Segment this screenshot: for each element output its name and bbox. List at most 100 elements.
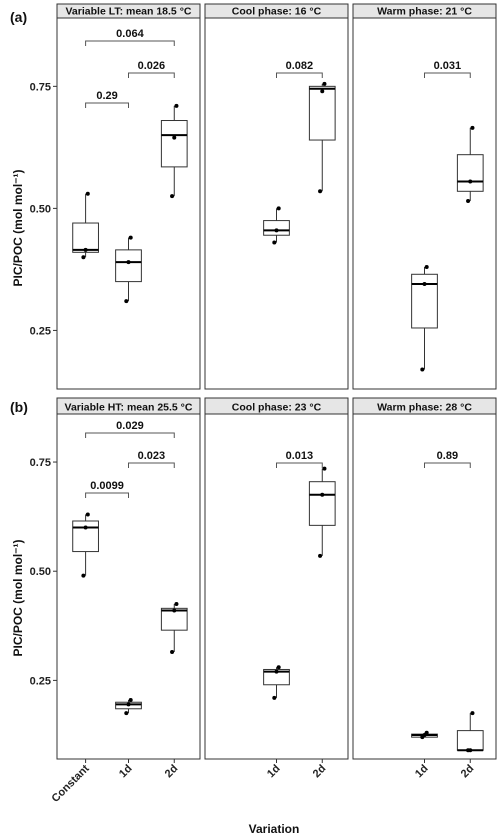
comparison-bracket — [276, 462, 323, 468]
facet-panel: Cool phase: 23 °C 1d 2d 0.013 — [204, 397, 349, 781]
box — [160, 120, 188, 168]
comparison-bracket — [276, 72, 323, 78]
y-tick-label: 0.25 — [30, 325, 51, 337]
box — [456, 154, 484, 192]
data-point — [422, 282, 427, 287]
data-point — [174, 601, 179, 606]
comparison-bracket — [424, 462, 471, 468]
box — [263, 220, 290, 236]
data-point — [468, 179, 473, 184]
data-point — [172, 135, 177, 140]
data-point — [322, 81, 327, 86]
row-a-ylabel: PIC/POC (mol mol⁻¹) — [11, 169, 25, 286]
p-value-label: 0.029 — [116, 420, 144, 432]
p-value-label: 0.013 — [286, 450, 314, 462]
comparison-bracket — [85, 432, 175, 438]
data-point — [85, 512, 90, 517]
box — [160, 607, 188, 631]
box — [456, 730, 484, 751]
box — [308, 85, 336, 141]
data-point — [83, 525, 88, 530]
facet-title: Cool phase: 23 °C — [232, 402, 322, 414]
data-point — [322, 466, 327, 471]
x-tick-label: 1d — [413, 763, 431, 781]
data-point — [424, 730, 429, 735]
data-point — [318, 553, 323, 558]
data-point — [272, 695, 277, 700]
facet-title: Variable LT: mean 18.5 °C — [66, 6, 192, 18]
comparison-bracket — [128, 462, 175, 468]
box — [115, 249, 142, 283]
data-point — [276, 206, 281, 211]
data-point — [128, 698, 133, 703]
y-tick-label: 0.50 — [30, 203, 51, 215]
p-value-label: 0.082 — [286, 60, 314, 72]
facet-panel: Cool phase: 16 °C 0.082 — [204, 3, 349, 390]
box — [263, 668, 290, 686]
data-point — [170, 194, 175, 199]
p-value-label: 0.89 — [437, 450, 458, 462]
p-value-label: 0.064 — [116, 28, 144, 40]
data-point — [274, 669, 279, 674]
data-point — [126, 702, 131, 707]
x-tick-label: 1d — [117, 763, 135, 781]
row-b-ylabel: PIC/POC (mol mol⁻¹) — [11, 539, 25, 656]
y-tick-label: 0.75 — [30, 457, 51, 469]
comparison-bracket — [424, 72, 471, 78]
data-point — [468, 748, 473, 753]
box — [72, 222, 99, 253]
panel-frame — [352, 413, 497, 760]
p-value-label: 0.29 — [96, 90, 117, 102]
x-tick-label: 2d — [163, 763, 181, 781]
data-point — [272, 240, 277, 245]
x-tick-label: 1d — [265, 763, 283, 781]
data-point — [466, 199, 471, 204]
data-point — [274, 228, 279, 233]
data-point — [85, 191, 90, 196]
data-point — [81, 573, 86, 578]
data-point — [276, 665, 281, 670]
facet-title: Variable HT: mean 25.5 °C — [65, 402, 193, 414]
y-tick-label: 0.25 — [30, 675, 51, 687]
data-point — [420, 367, 425, 372]
data-point — [320, 89, 325, 94]
p-value-label: 0.031 — [434, 60, 462, 72]
panel-frame — [56, 17, 201, 390]
data-point — [172, 608, 177, 613]
row-a-label: (a) — [10, 9, 27, 25]
y-tick-label: 0.50 — [30, 566, 51, 578]
y-tick-label: 0.75 — [30, 81, 51, 93]
facet-title: Cool phase: 16 °C — [232, 6, 322, 18]
data-point — [424, 264, 429, 269]
comparison-bracket — [85, 40, 175, 46]
facet-panel: Variable LT: mean 18.5 °C 0.29 0.026 0.064 — [56, 3, 201, 390]
x-axis-title: Variation — [249, 822, 300, 836]
data-point — [124, 299, 129, 304]
data-point — [318, 189, 323, 194]
data-point — [83, 247, 88, 252]
data-point — [81, 255, 86, 260]
comparison-bracket — [128, 72, 175, 78]
facet-panel: Warm phase: 21 °C 0.031 — [352, 3, 497, 390]
data-point — [124, 711, 129, 716]
data-point — [470, 711, 475, 716]
row-b-label: (b) — [10, 399, 28, 415]
data-point — [470, 125, 475, 130]
plot-area: 0.25 0.50 0.75 Variable LT: mean 18.5 °C 0.2… — [30, 3, 497, 805]
box — [308, 481, 336, 526]
p-value-label: 0.023 — [138, 450, 166, 462]
facet-panel: Warm phase: 28 °C 1d 2d 0.89 — [352, 397, 497, 781]
data-point — [174, 103, 179, 108]
data-point — [128, 235, 133, 240]
comparison-bracket — [85, 492, 129, 498]
data-point — [126, 260, 131, 265]
facet-title: Warm phase: 28 °C — [377, 402, 472, 414]
facet-title: Warm phase: 21 °C — [377, 6, 472, 18]
x-tick-label: 2d — [311, 763, 329, 781]
data-point — [320, 492, 325, 497]
facet-panel: Variable HT: mean 25.5 °C Constant 1d 2d 0.0… — [50, 397, 201, 805]
data-point — [170, 650, 175, 655]
x-tick-label: 2d — [459, 763, 477, 781]
p-value-label: 0.0099 — [90, 480, 124, 492]
